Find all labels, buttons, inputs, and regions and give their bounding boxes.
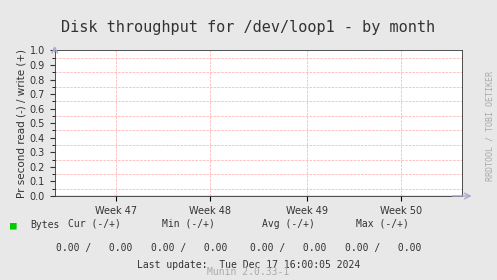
- Text: 0.00 /   0.00: 0.00 / 0.00: [250, 243, 327, 253]
- Text: Avg (-/+): Avg (-/+): [262, 219, 315, 229]
- Text: Bytes: Bytes: [30, 220, 59, 230]
- Text: Min (-/+): Min (-/+): [163, 219, 215, 229]
- Text: 0.00 /   0.00: 0.00 / 0.00: [56, 243, 133, 253]
- Text: Last update:  Tue Dec 17 16:00:05 2024: Last update: Tue Dec 17 16:00:05 2024: [137, 260, 360, 270]
- Y-axis label: Pr second read (-) / write (+): Pr second read (-) / write (+): [17, 49, 27, 198]
- Text: Max (-/+): Max (-/+): [356, 219, 409, 229]
- Text: 0.00 /   0.00: 0.00 / 0.00: [151, 243, 227, 253]
- Text: ■: ■: [10, 220, 17, 230]
- Text: 0.00 /   0.00: 0.00 / 0.00: [344, 243, 421, 253]
- Text: Cur (-/+): Cur (-/+): [68, 219, 121, 229]
- Text: Disk throughput for /dev/loop1 - by month: Disk throughput for /dev/loop1 - by mont…: [62, 20, 435, 35]
- Text: RRDTOOL / TOBI OETIKER: RRDTOOL / TOBI OETIKER: [486, 71, 495, 181]
- Text: Munin 2.0.33-1: Munin 2.0.33-1: [207, 267, 290, 277]
